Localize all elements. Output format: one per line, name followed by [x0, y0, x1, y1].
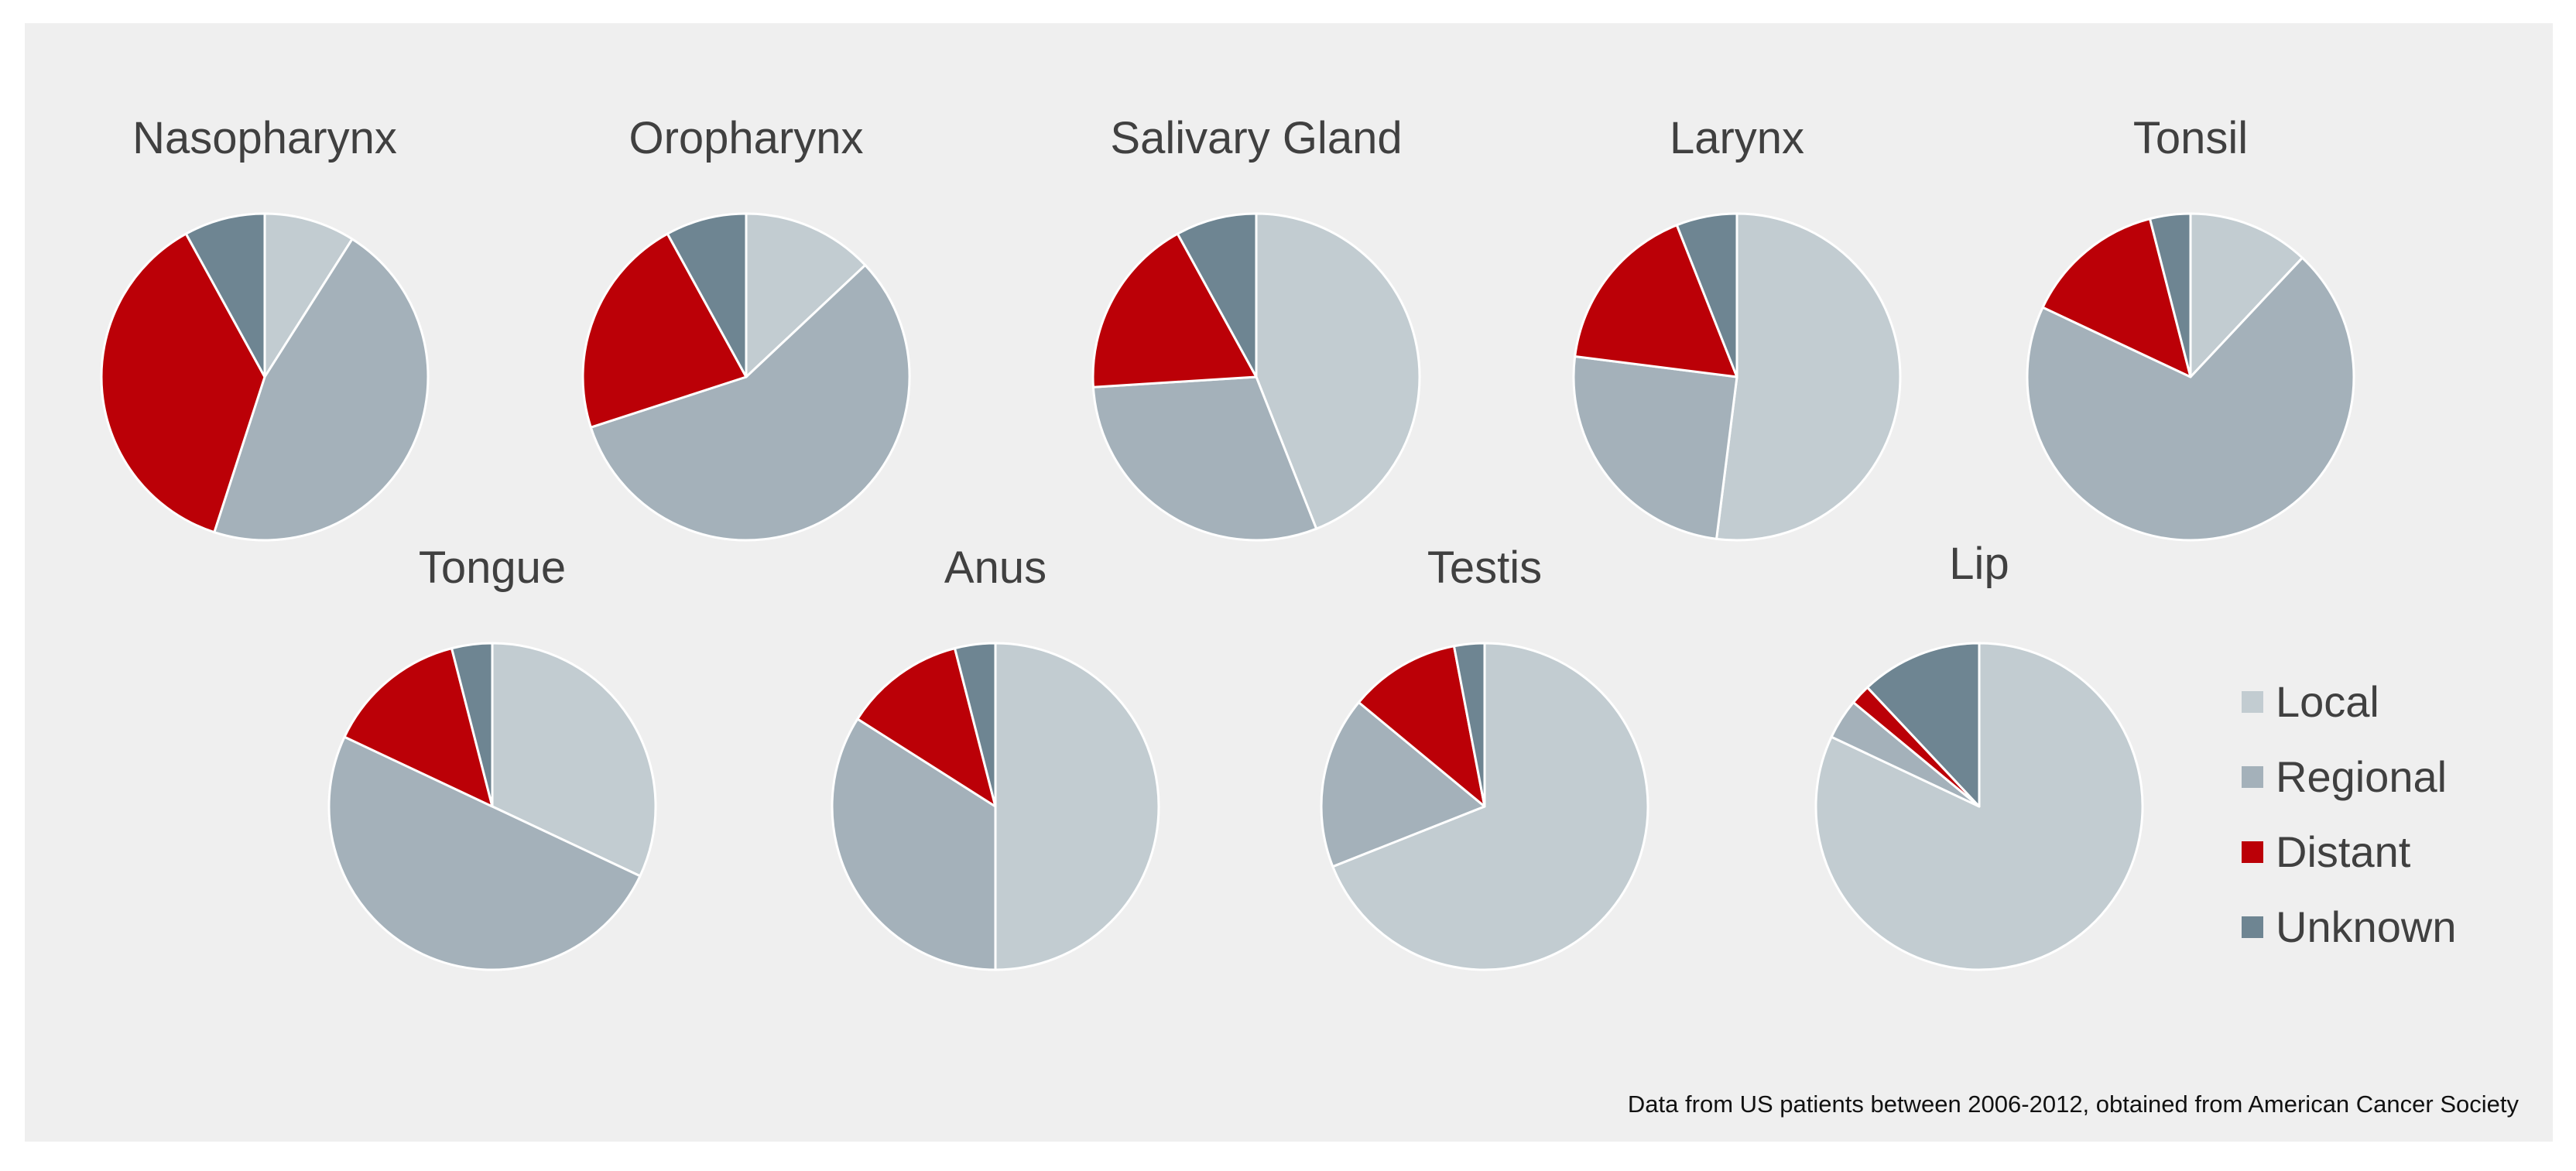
- pie-tonsil: [2026, 212, 2355, 542]
- legend-swatch-local: [2242, 690, 2263, 713]
- pie-larynx: [1572, 212, 1902, 542]
- pie-slice-testis-local: [1331, 642, 1649, 971]
- pie-slice-tonsil-unknown: [2149, 212, 2192, 378]
- pie-slice-anus-distant: [856, 647, 997, 808]
- legend-item-regional: Regional: [2242, 739, 2456, 814]
- pie-slice-salivary-gland-distant: [1091, 232, 1258, 389]
- pie-slice-larynx-local: [1715, 212, 1902, 542]
- legend-swatch-distant: [2242, 841, 2263, 863]
- pie-slice-anus-local: [994, 642, 1160, 971]
- legend-label-unknown: Unknown: [2276, 902, 2457, 951]
- pie-oropharynx: [581, 212, 911, 542]
- pie-title-lip: Lip: [1949, 539, 2009, 589]
- pie-slice-nasopharynx-distant: [100, 232, 266, 534]
- legend-item-unknown: Unknown: [2242, 889, 2456, 964]
- pie-testis: [1320, 642, 1649, 971]
- pie-title-salivary-gland: Salivary Gland: [1110, 113, 1403, 163]
- legend-swatch-unknown: [2242, 916, 2263, 938]
- pie-title-testis: Testis: [1427, 543, 1543, 593]
- pie-slice-oropharynx-unknown: [666, 212, 748, 378]
- pie-title-larynx: Larynx: [1669, 113, 1805, 163]
- pie-slice-tongue-unknown: [450, 642, 494, 808]
- pie-tongue: [327, 642, 657, 971]
- pie-slice-salivary-gland-local: [1255, 212, 1421, 530]
- legend-item-distant: Distant: [2242, 814, 2456, 889]
- legend-swatch-regional: [2242, 765, 2263, 788]
- pie-slice-oropharynx-regional: [589, 264, 911, 542]
- pie-slice-oropharynx-local: [745, 212, 867, 378]
- pie-slice-larynx-distant: [1574, 224, 1738, 378]
- pie-title-anus: Anus: [944, 543, 1047, 593]
- pie-slice-tongue-regional: [327, 735, 642, 971]
- legend-label-regional: Regional: [2276, 752, 2448, 801]
- pie-slice-salivary-gland-regional: [1091, 375, 1318, 542]
- legend-label-local: Local: [2276, 676, 2379, 726]
- pie-slice-larynx-regional: [1572, 355, 1738, 540]
- pie-slice-nasopharynx-unknown: [184, 212, 266, 378]
- pie-slice-tongue-distant: [343, 647, 494, 808]
- pie-slice-anus-unknown: [954, 642, 997, 808]
- pie-nasopharynx: [100, 212, 430, 542]
- pie-slice-lip-unknown: [1866, 642, 1981, 808]
- pie-slice-nasopharynx-regional: [213, 238, 430, 542]
- pie-title-tongue: Tongue: [418, 543, 567, 593]
- pie-slice-larynx-unknown: [1675, 212, 1738, 378]
- pie-slice-tonsil-distant: [2041, 217, 2192, 378]
- pie-slice-tonsil-local: [2189, 212, 2304, 378]
- pie-slice-testis-unknown: [1452, 642, 1486, 808]
- pie-title-nasopharynx: Nasopharynx: [132, 113, 397, 163]
- pie-slice-tonsil-regional: [2026, 256, 2355, 542]
- pie-slice-oropharynx-distant: [581, 232, 748, 429]
- pie-slice-testis-distant: [1357, 645, 1486, 808]
- pie-slice-testis-regional: [1320, 701, 1486, 868]
- legend-item-local: Local: [2242, 664, 2456, 739]
- pie-slice-tongue-local: [491, 642, 657, 878]
- legend-label-distant: Distant: [2276, 827, 2411, 876]
- legend: Local Regional Distant Unknown: [2242, 664, 2456, 964]
- pie-slice-salivary-gland-unknown: [1176, 212, 1258, 378]
- pie-title-tonsil: Tonsil: [2132, 113, 2249, 163]
- pie-slice-nasopharynx-local: [263, 212, 354, 378]
- source-note: Data from US patients between 2006-2012,…: [1627, 1091, 2519, 1118]
- pie-title-oropharynx: Oropharynx: [629, 113, 864, 163]
- pie-salivary-gland: [1091, 212, 1421, 542]
- pie-anus: [831, 642, 1160, 971]
- pie-lip: [1814, 642, 2144, 971]
